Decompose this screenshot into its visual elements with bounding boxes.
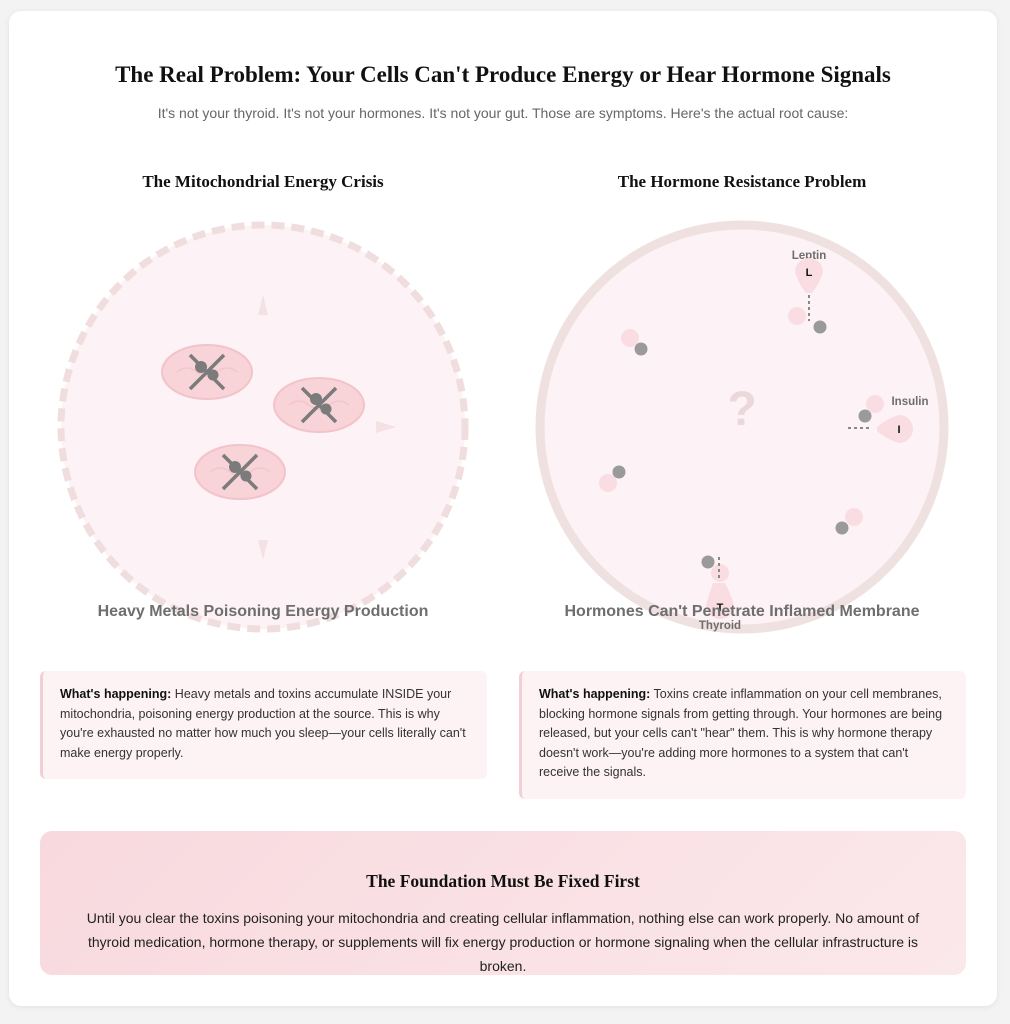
svg-text:Thyroid: Thyroid (699, 620, 741, 632)
svg-text:Insulin: Insulin (891, 396, 928, 408)
receptor (858, 395, 884, 423)
svg-text:T: T (717, 602, 724, 614)
foundation-text: Until you clear the toxins poisoning you… (86, 910, 920, 974)
svg-text:Leptin: Leptin (792, 250, 827, 262)
svg-text:I: I (897, 424, 900, 436)
hormone-caption: Hormones Can't Penetrate Inflamed Membra… (564, 603, 920, 620)
arrow-down-icon (258, 540, 268, 560)
thyroid-hormone: T Thyroid (699, 557, 741, 632)
page-title: The Real Problem: Your Cells Can't Produ… (115, 62, 891, 87)
mitochondria-cell-diagram (57, 221, 469, 633)
mitochondria-panel-title: The Mitochondrial Energy Crisis (142, 172, 384, 191)
heavy-metal-particle (320, 403, 332, 415)
info-text: Toxins create inflammation on your cell … (539, 687, 943, 779)
poisoned-mitochondrion (194, 444, 286, 500)
leptin-hormone: Leptin L (792, 250, 827, 321)
arrow-right-icon (376, 421, 396, 433)
cell-membrane (57, 221, 469, 633)
receptor (701, 555, 729, 582)
receptor (599, 465, 626, 492)
hormone-cell-diagram: ? Leptin L Insulin I T Thyroid (535, 220, 949, 634)
mitochondria-info-box: What's happening: Heavy metals and toxin… (40, 671, 487, 779)
info-lead: What's happening: (60, 687, 172, 701)
question-mark: ? (727, 383, 756, 436)
heavy-metal-particle (240, 470, 252, 482)
hormone-info-box: What's happening: Toxins create inflamma… (519, 671, 966, 799)
page-subtitle: It's not your thyroid. It's not your hor… (157, 105, 849, 121)
arrow-up-icon (258, 295, 268, 315)
insulin-hormone: Insulin I (848, 396, 929, 443)
info-lead: What's happening: (539, 687, 651, 701)
foundation-title: The Foundation Must Be Fixed First (366, 871, 640, 891)
receptor (621, 329, 648, 356)
heavy-metal-particle (310, 393, 322, 405)
poisoned-mitochondrion (273, 377, 365, 433)
heavy-metal-particle (195, 361, 207, 373)
receptor (788, 307, 827, 334)
mitochondria-caption: Heavy Metals Poisoning Energy Production (97, 603, 429, 620)
receptor (835, 508, 863, 535)
poisoned-mitochondrion (161, 344, 253, 400)
heavy-metal-particle (207, 369, 219, 381)
hormone-panel-title: The Hormone Resistance Problem (617, 172, 867, 191)
svg-text:L: L (806, 267, 813, 279)
info-text: Heavy metals and toxins accumulate INSID… (60, 687, 466, 760)
heavy-metal-particle (229, 461, 241, 473)
foundation-callout: The Foundation Must Be Fixed First Until… (40, 831, 966, 975)
